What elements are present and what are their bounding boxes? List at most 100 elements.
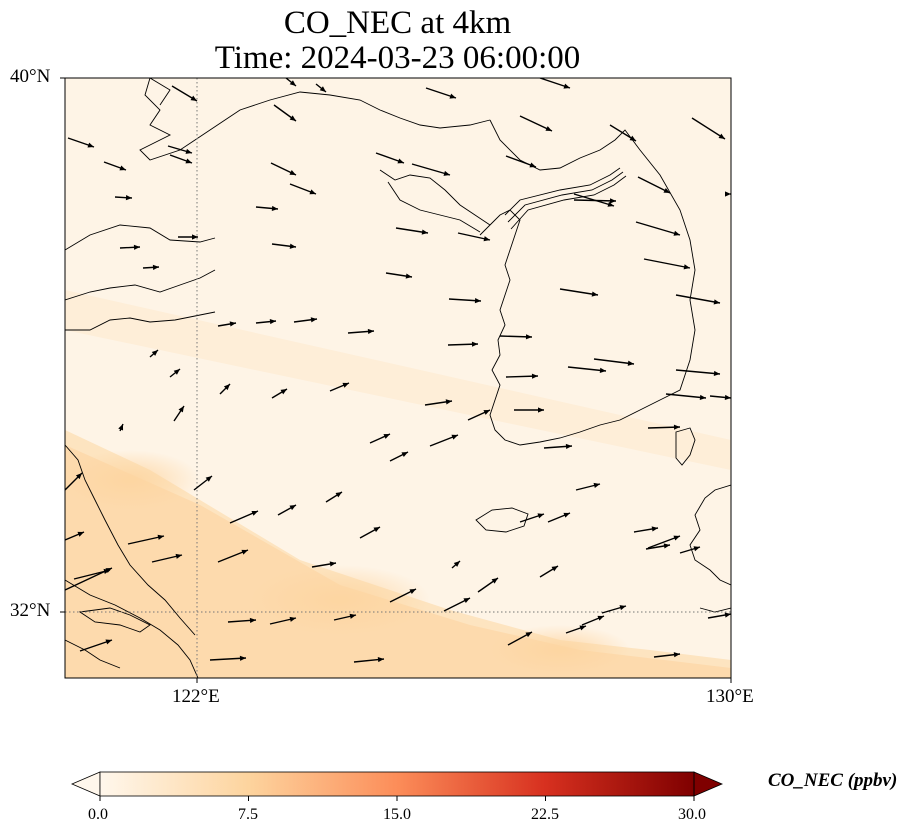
wind-vector-head [531, 373, 538, 379]
wind-vector-head [269, 319, 276, 325]
wind-vector-head [289, 505, 296, 511]
wind-vector-head [119, 165, 126, 171]
wind-vector-head [474, 298, 481, 304]
wind-vector-head [483, 236, 490, 242]
wind-vector-head [289, 616, 296, 622]
wind-vector-head [463, 598, 470, 604]
wind-vector-head [152, 264, 159, 270]
wind-vector-head [335, 492, 342, 498]
wind-vector-head [609, 198, 616, 204]
wind-vector-head [663, 543, 670, 549]
wind-vector-head [271, 205, 278, 212]
wind-vector-head [673, 424, 680, 430]
wind-vector-head [105, 568, 112, 573]
wind-vector-head [397, 158, 404, 164]
wind-vector-head [525, 632, 532, 638]
wind-vector [643, 258, 691, 269]
wind-vector-head [229, 321, 236, 327]
wind-vector-head [173, 369, 180, 375]
wind-vector-head [401, 452, 408, 458]
wind-vector-head [563, 83, 570, 89]
wind-vector-head [310, 317, 317, 323]
colorbar-label: CO_NEC (ppbv) [768, 770, 898, 791]
wind-vector-head [342, 382, 349, 388]
lat-tick-label-32: 32°N [10, 600, 51, 621]
wind-vector-head [383, 434, 390, 439]
wind-vector-head [525, 334, 532, 340]
wind-vector-head [239, 655, 246, 661]
wind-vector-head [105, 639, 112, 645]
wind-vector-head [491, 578, 498, 584]
wind-vector-head [280, 389, 287, 395]
wind-vector-head [483, 410, 490, 415]
wind-vector [411, 163, 451, 176]
wind-vector-head [724, 612, 731, 618]
wind-vector-head [118, 424, 124, 431]
wind-vector-head [599, 367, 606, 373]
wind-vector-head [75, 473, 82, 480]
wind-vector-head [673, 535, 680, 541]
wind-vector-head [683, 264, 690, 270]
wind-vector-head [537, 513, 544, 519]
wind-vector [675, 294, 721, 304]
wind-vector-head [309, 189, 316, 195]
wind-vector-head [593, 482, 600, 488]
wind-vector-head [133, 244, 140, 250]
wind-vector-head [579, 625, 586, 631]
map-title-line2: Time: 2024-03-23 06:00:00 [214, 40, 581, 76]
wind-vector-head [597, 615, 604, 621]
wind-vector-head [190, 95, 197, 101]
wind-vectors [65, 78, 731, 663]
wind-vector-head [673, 230, 680, 236]
wind-vector-head [249, 617, 256, 624]
wind-vector-head [693, 546, 700, 552]
wind-vector-head [205, 476, 212, 482]
wind-vector-head [185, 148, 192, 154]
colorbar-gradient [100, 772, 694, 796]
wind-vector-head [713, 299, 720, 305]
wind-vector-head [538, 407, 544, 413]
wind-vector [65, 567, 113, 591]
wind-vector-head [443, 170, 450, 176]
wind-vector-head [529, 162, 536, 168]
colorbar-extend-min [70, 771, 101, 797]
wind-vector-head [367, 328, 374, 335]
colorbar-extend-max [693, 771, 724, 797]
wind-vector [209, 657, 247, 661]
map-title-line1: CO_NEC at 4km [283, 5, 512, 41]
axis-ticks [60, 77, 732, 683]
wind-vector-head [724, 394, 731, 401]
wind-vector [573, 199, 617, 202]
lon-tick-label-122: 122°E [172, 686, 220, 707]
wind-vector-head [718, 133, 725, 139]
wind-vector-head [673, 652, 680, 658]
wind-vector-head [175, 553, 182, 559]
wind-vector [665, 393, 707, 399]
concentration-field [65, 78, 731, 678]
wind-vector-head [551, 566, 558, 572]
wind-vector-head [607, 201, 614, 207]
wind-vector [675, 369, 721, 375]
wind-vector-head [157, 534, 164, 540]
wind-vector-head [627, 360, 634, 366]
wind-vector-head [445, 399, 452, 405]
gridlines [65, 78, 731, 678]
wind-vector-head [289, 115, 296, 121]
wind-vector-head [725, 191, 731, 197]
wind-vector-head [405, 273, 412, 279]
wind-vector-head [125, 195, 132, 201]
wind-vector-head [377, 657, 384, 663]
wind-vector-head [421, 229, 428, 235]
wind-vector-head [563, 512, 570, 518]
wind-vector-head [87, 142, 94, 148]
colorbar-tick-1: 7.5 [238, 806, 258, 823]
wind-vector-head [349, 613, 356, 619]
wind-vector-head [289, 80, 296, 86]
wind-vector-head [619, 605, 626, 611]
wind-vector-head [319, 86, 326, 92]
colorbar-tick-2: 15.0 [383, 806, 411, 823]
map-frame [64, 77, 732, 679]
colorbar-tick-3: 22.5 [531, 806, 559, 823]
wind-vector-head [192, 234, 198, 240]
